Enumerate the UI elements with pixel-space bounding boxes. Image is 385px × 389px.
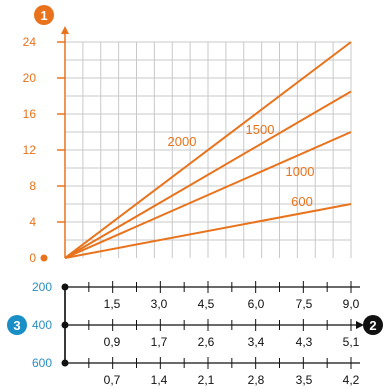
scale-tick-label: 1,4 <box>151 373 168 387</box>
y-tick-label: 12 <box>23 143 37 157</box>
scale-tick-label: 3,5 <box>296 373 313 387</box>
badge-icon <box>363 315 383 335</box>
scale-tick-label: 2,6 <box>198 335 215 349</box>
scale-tick-label: 2,1 <box>198 373 215 387</box>
y-tick-label: 4 <box>29 215 36 229</box>
series-line <box>64 41 352 259</box>
series-label: 1000 <box>286 164 315 179</box>
y-axis-arrow <box>61 26 69 34</box>
scale-tick-label: 9,0 <box>343 297 360 311</box>
y-tick-label: 24 <box>23 35 37 49</box>
series-label: 1500 <box>246 122 275 137</box>
scale-tick-label: 7,5 <box>296 297 313 311</box>
scale-label: 600 <box>32 356 52 370</box>
scale-tick-label: 2,8 <box>248 373 265 387</box>
scale-axis-arrow <box>356 321 364 329</box>
scale-tick-label: 4,5 <box>198 297 215 311</box>
series-label: 2000 <box>168 134 197 149</box>
y-origin-dot <box>40 254 48 262</box>
scale-tick-label: 4,2 <box>343 373 360 387</box>
scale-tick-label: 4,3 <box>296 335 313 349</box>
badge-label: 1 <box>40 8 47 23</box>
y-tick-label: 8 <box>29 179 36 193</box>
y-tick-label: 20 <box>23 71 37 85</box>
badge-label: 3 <box>13 318 20 333</box>
series-label: 600 <box>291 194 313 209</box>
series-line <box>64 131 352 259</box>
scale-label: 400 <box>32 318 52 332</box>
scale-tick-label: 6,0 <box>248 297 265 311</box>
badge-icon <box>7 315 27 335</box>
y-tick-label: 16 <box>23 107 37 121</box>
scale-tick-label: 0,7 <box>104 373 121 387</box>
scale-tick-label: 1,7 <box>151 335 168 349</box>
scale-tick-label: 1,5 <box>104 297 121 311</box>
y-tick-label: 0 <box>29 251 36 265</box>
scale-label: 200 <box>32 280 52 294</box>
scale-tick-label: 5,1 <box>343 335 360 349</box>
badge-label: 2 <box>369 318 376 333</box>
series-line <box>64 90 352 259</box>
series-line <box>64 203 352 259</box>
scale-tick-label: 3,0 <box>151 297 168 311</box>
badge-icon <box>34 5 54 25</box>
scale-tick-label: 0,9 <box>104 335 121 349</box>
scale-tick-label: 3,4 <box>248 335 265 349</box>
